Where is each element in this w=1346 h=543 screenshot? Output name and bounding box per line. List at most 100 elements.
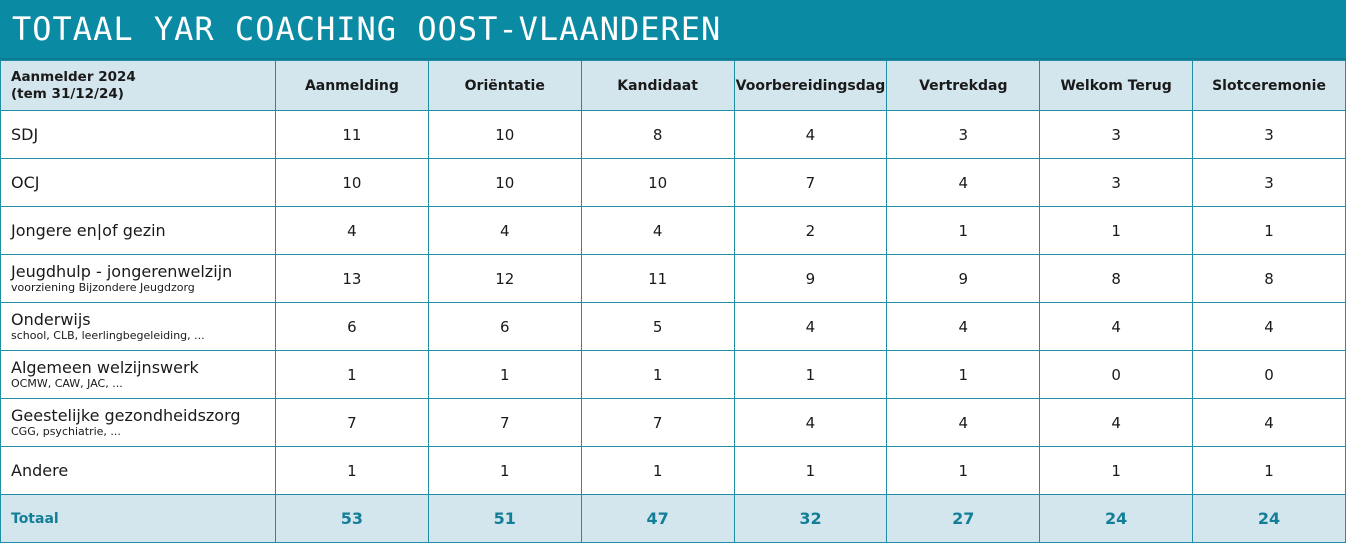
table-cell: 6: [275, 302, 429, 351]
header-row: Aanmelder 2024 (tem 31/12/24) Aanmelding…: [0, 60, 1346, 111]
table-cell: 4: [886, 302, 1041, 351]
table-cell: 1: [886, 350, 1041, 399]
table-cell: 8: [1192, 254, 1346, 303]
header-aanmelder-line2: (tem 31/12/24): [11, 85, 124, 102]
total-cell: 27: [886, 494, 1041, 543]
table-row: Onderwijs school, CLB, leerlingbegeleidin…: [0, 302, 1346, 351]
table-cell: 1: [1192, 446, 1346, 495]
row-label-main: Onderwijs: [11, 310, 91, 329]
header-aanmelding: Aanmelding: [275, 60, 429, 111]
row-label-sub: OCMW, CAW, JAC, ...: [11, 377, 123, 390]
table-cell: 3: [886, 110, 1041, 159]
table-cell: 1: [427, 446, 582, 495]
table-cell: 4: [733, 110, 888, 159]
page-title: TOTAAL YAR COACHING OOST-VLAANDEREN: [0, 0, 1346, 60]
total-row: Totaal 53 51 47 32 27 24 24: [0, 494, 1346, 543]
table-cell: 1: [733, 350, 888, 399]
header-orientatie: Oriëntatie: [427, 60, 582, 111]
table-cell: 4: [1192, 398, 1346, 447]
row-label-sub: CGG, psychiatrie, ...: [11, 425, 121, 438]
row-label: Jeugdhulp - jongerenwelzijn voorziening B…: [0, 254, 276, 303]
row-label: Jongere en|of gezin: [0, 206, 276, 255]
table-cell: 3: [1039, 158, 1194, 207]
table-cell: 11: [275, 110, 429, 159]
table-row: Jongere en|of gezin 4 4 4 2 1 1 1: [0, 206, 1346, 255]
total-cell: 53: [275, 494, 429, 543]
table-cell: 10: [427, 110, 582, 159]
row-label-main: OCJ: [11, 173, 40, 192]
table-cell: 7: [733, 158, 888, 207]
total-cell: 24: [1192, 494, 1346, 543]
total-cell: 24: [1039, 494, 1194, 543]
table-cell: 1: [427, 350, 582, 399]
table-cell: 2: [733, 206, 888, 255]
table-cell: 10: [275, 158, 429, 207]
table-cell: 12: [427, 254, 582, 303]
table-row: SDJ 11 10 8 4 3 3 3: [0, 110, 1346, 159]
table-cell: 4: [580, 206, 735, 255]
table-cell: 5: [580, 302, 735, 351]
table-cell: 7: [580, 398, 735, 447]
header-aanmelder-line1: Aanmelder 2024: [11, 68, 136, 85]
table-cell: 1: [1192, 206, 1346, 255]
data-table: Aanmelder 2024 (tem 31/12/24) Aanmelding…: [0, 60, 1346, 543]
row-label: OCJ: [0, 158, 276, 207]
table-cell: 13: [275, 254, 429, 303]
row-label-sub: school, CLB, leerlingbegeleiding, ...: [11, 329, 205, 342]
table-row: OCJ 10 10 10 7 4 3 3: [0, 158, 1346, 207]
table-cell: 8: [1039, 254, 1194, 303]
row-label: Onderwijs school, CLB, leerlingbegeleidin…: [0, 302, 276, 351]
total-cell: 32: [733, 494, 888, 543]
table-cell: 9: [733, 254, 888, 303]
row-label-main: Jongere en|of gezin: [11, 221, 166, 240]
table-cell: 0: [1192, 350, 1346, 399]
table-cell: 4: [733, 302, 888, 351]
row-label-main: SDJ: [11, 125, 39, 144]
table-cell: 3: [1192, 158, 1346, 207]
row-label-main: Algemeen welzijnswerk: [11, 358, 199, 377]
header-slotceremonie: Slotceremonie: [1192, 60, 1346, 111]
table-row: Andere 1 1 1 1 1 1 1: [0, 446, 1346, 495]
row-label: Algemeen welzijnswerk OCMW, CAW, JAC, ...: [0, 350, 276, 399]
table-cell: 1: [886, 206, 1041, 255]
table-cell: 1: [275, 350, 429, 399]
table-cell: 3: [1192, 110, 1346, 159]
table-cell: 10: [427, 158, 582, 207]
table-cell: 1: [275, 446, 429, 495]
table-row: Algemeen welzijnswerk OCMW, CAW, JAC, ...…: [0, 350, 1346, 399]
row-label: SDJ: [0, 110, 276, 159]
row-label-sub: voorziening Bijzondere Jeugdzorg: [11, 281, 195, 294]
table-cell: 1: [1039, 206, 1194, 255]
table-cell: 11: [580, 254, 735, 303]
table-cell: 10: [580, 158, 735, 207]
table-cell: 4: [1039, 302, 1194, 351]
table-row: Geestelijke gezondheidszorg CGG, psychiat…: [0, 398, 1346, 447]
header-kandidaat: Kandidaat: [580, 60, 735, 111]
table-cell: 9: [886, 254, 1041, 303]
table-cell: 1: [1039, 446, 1194, 495]
row-label: Andere: [0, 446, 276, 495]
table-cell: 4: [886, 398, 1041, 447]
row-label: Geestelijke gezondheidszorg CGG, psychiat…: [0, 398, 276, 447]
table-cell: 8: [580, 110, 735, 159]
table-cell: 1: [580, 350, 735, 399]
header-vertrekdag: Vertrekdag: [886, 60, 1041, 111]
total-cell: 51: [427, 494, 582, 543]
table-cell: 4: [733, 398, 888, 447]
header-welkom-terug: Welkom Terug: [1039, 60, 1194, 111]
table-cell: 7: [427, 398, 582, 447]
total-cell: 47: [580, 494, 735, 543]
row-label-main: Andere: [11, 461, 69, 480]
header-voorbereidingsdag: Voorbereidingsdag: [733, 60, 888, 111]
total-label: Totaal: [0, 494, 276, 543]
table-cell: 1: [733, 446, 888, 495]
table-cell: 7: [275, 398, 429, 447]
row-label-main: Jeugdhulp - jongerenwelzijn: [11, 262, 233, 281]
table-cell: 1: [886, 446, 1041, 495]
table-cell: 3: [1039, 110, 1194, 159]
table-cell: 6: [427, 302, 582, 351]
header-aanmelder: Aanmelder 2024 (tem 31/12/24): [0, 60, 276, 111]
table-cell: 0: [1039, 350, 1194, 399]
table-cell: 4: [1192, 302, 1346, 351]
table-cell: 4: [1039, 398, 1194, 447]
